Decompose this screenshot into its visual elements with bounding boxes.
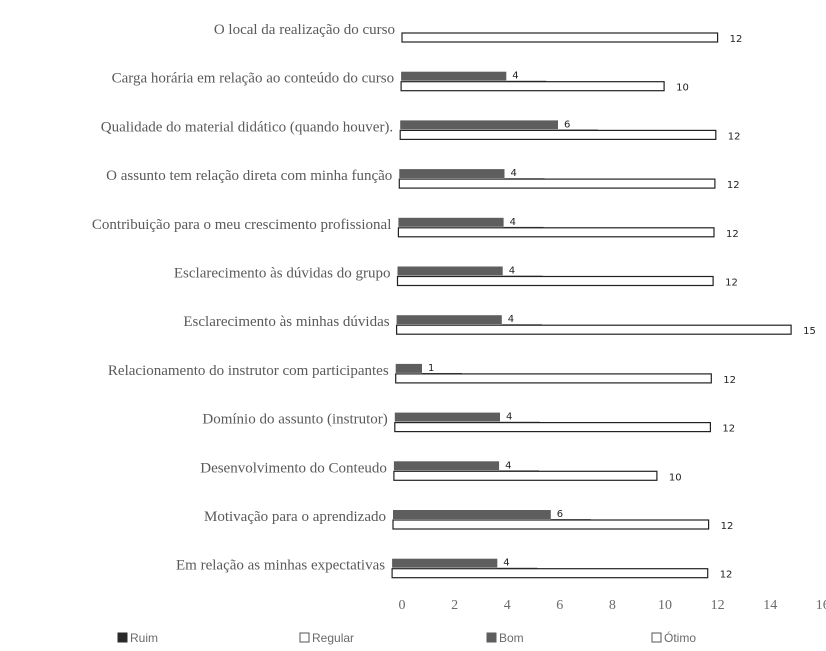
- x-axis-tick-labels: 0 2 4 6 8 10 12 14 16: [399, 598, 826, 613]
- data-label-otimo: 12: [722, 424, 735, 435]
- bar-bom: [393, 510, 551, 519]
- data-label-bom: 4: [505, 460, 511, 471]
- legend-label: Ótimo: [664, 630, 696, 645]
- category-label: Carga horária em relação ao conteúdo do …: [112, 71, 395, 87]
- data-label-otimo: 12: [726, 229, 739, 240]
- category-label: Esclarecimento às minhas dúvidas: [183, 314, 389, 330]
- data-label-otimo: 12: [730, 34, 743, 45]
- x-tick-label: 12: [711, 598, 725, 613]
- x-tick-label: 10: [658, 598, 672, 613]
- data-label-bom: 1: [428, 363, 434, 374]
- data-label-bom: 4: [512, 71, 518, 82]
- category-label: O local da realização do curso: [214, 22, 395, 38]
- bar-otimo: [397, 227, 715, 238]
- category-label: Esclarecimento às dúvidas do grupo: [174, 266, 391, 282]
- legend-label: Bom: [499, 631, 524, 645]
- bar-bom: [399, 169, 505, 179]
- x-tick-label: 2: [451, 598, 458, 613]
- data-label-bom: 4: [510, 217, 516, 228]
- bar-bom: [400, 120, 558, 130]
- data-label-otimo: 12: [720, 570, 733, 581]
- bars: [391, 32, 792, 579]
- data-label-bom: 4: [506, 412, 512, 423]
- data-label-otimo: 10: [676, 83, 689, 94]
- bar-otimo: [392, 519, 710, 530]
- x-tick-label: 14: [763, 598, 777, 613]
- legend-label: Ruim: [130, 631, 158, 645]
- bar-bom: [396, 315, 502, 325]
- x-tick-label: 0: [399, 598, 406, 613]
- category-label: Em relação as minhas expectativas: [176, 558, 385, 574]
- legend-label: Regular: [312, 631, 354, 645]
- data-label-otimo: 12: [728, 131, 741, 142]
- bar-bom: [392, 558, 498, 568]
- category-label: Motivação para o aprendizado: [204, 509, 386, 525]
- x-tick-label: 4: [504, 598, 511, 613]
- bar-bom: [395, 363, 422, 373]
- bar-otimo: [398, 178, 716, 189]
- bar-bom: [401, 71, 507, 81]
- legend-swatch: [299, 632, 310, 643]
- data-label-bom: 4: [511, 168, 517, 179]
- data-label-otimo: 12: [725, 278, 738, 289]
- legend-swatch: [651, 632, 662, 643]
- bar-bom: [393, 461, 500, 471]
- data-label-otimo: 12: [727, 180, 740, 191]
- data-label-bom: 4: [503, 558, 509, 569]
- data-label-otimo: 12: [721, 521, 734, 532]
- bar-otimo: [394, 422, 711, 433]
- data-label-otimo: 12: [723, 375, 736, 386]
- bar-otimo: [396, 324, 792, 335]
- bar-bom: [397, 266, 503, 276]
- category-label: Contribuição para o meu crescimento prof…: [92, 217, 392, 233]
- data-label-bom: 6: [564, 119, 570, 130]
- category-label: Desenvolvimento do Conteudo: [200, 460, 387, 476]
- category-label: Relacionamento do instrutor com particip…: [108, 363, 389, 379]
- legend-swatch: [486, 632, 497, 643]
- x-tick-label: 6: [556, 598, 563, 613]
- bar-otimo: [391, 568, 709, 579]
- x-tick-label: 16: [816, 598, 826, 613]
- legend: Ruim Regular Bom Ótimo: [117, 630, 696, 645]
- category-labels: O local da realização do curso Carga horá…: [92, 22, 395, 574]
- category-label: O assunto tem relação direta com minha f…: [106, 168, 392, 184]
- bar-otimo: [401, 32, 719, 43]
- bar-bom: [394, 412, 500, 422]
- legend-swatch: [117, 632, 128, 643]
- bar-otimo: [400, 81, 665, 92]
- data-label-bom: 4: [508, 314, 514, 325]
- x-tick-label: 8: [609, 598, 616, 613]
- bar-otimo: [393, 470, 658, 481]
- bar-otimo: [395, 373, 712, 384]
- category-label: Domínio do assunto (instrutor): [202, 412, 387, 428]
- bar-otimo: [396, 275, 714, 287]
- data-label-bom: 4: [509, 266, 515, 277]
- data-label-otimo: 15: [803, 326, 816, 337]
- bar-otimo: [399, 129, 717, 140]
- category-label: Qualidade do material didático (quando h…: [101, 119, 393, 135]
- data-labels: 12 4 10 6 12 4 12 4 12 4 12 4 15 1 12 4 12 4 10 6 12 4 12: [428, 34, 816, 581]
- bar-bom: [398, 217, 504, 227]
- data-label-bom: 6: [557, 509, 563, 520]
- data-label-otimo: 10: [669, 472, 682, 483]
